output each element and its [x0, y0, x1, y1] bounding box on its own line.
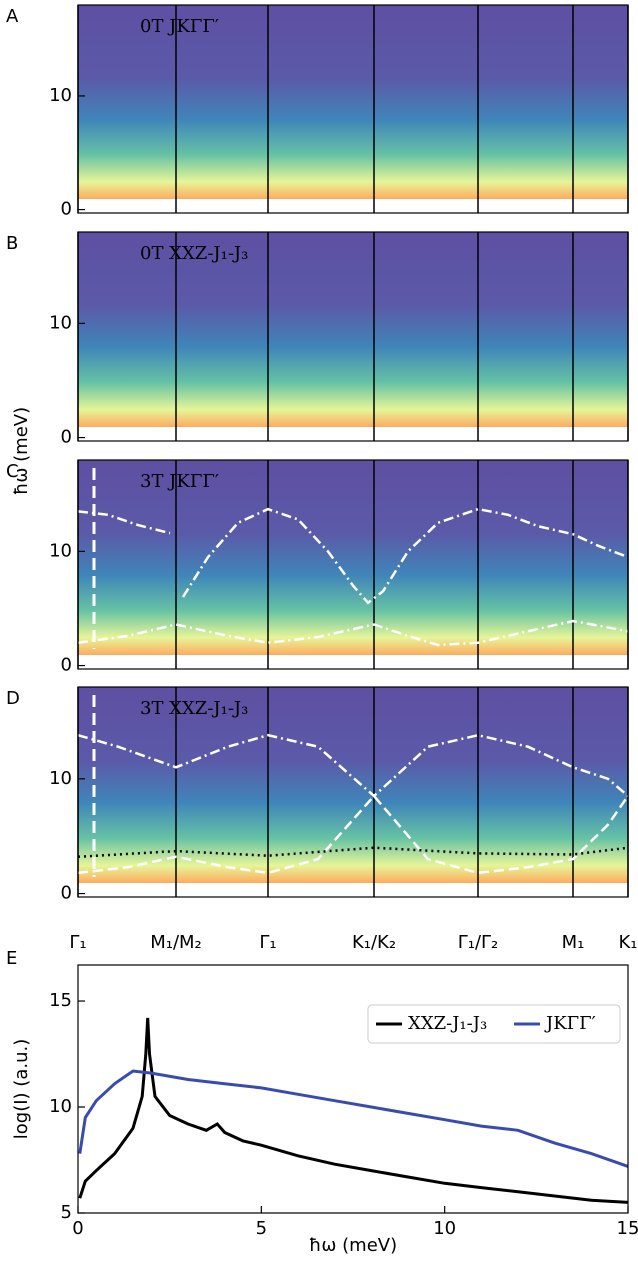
x-tick-label: 15: [617, 1218, 638, 1239]
dispersion-line: [77, 794, 630, 875]
y-axis-label: ħω (meV): [11, 407, 32, 495]
legend-label: XXZ-J₁-J₃: [408, 1013, 487, 1034]
y-tick-label: 15: [49, 990, 72, 1011]
y-tick-label: 0: [61, 427, 72, 448]
heatmap: [78, 687, 628, 897]
x-axis-label: ħω (meV): [309, 1235, 397, 1256]
dispersion-line: [77, 619, 629, 647]
x-tick-label: K₁: [618, 932, 637, 953]
frame: [77, 964, 629, 1214]
x-tick-label: Γ₁: [259, 932, 276, 953]
x-tick-label: M₁/M₂: [150, 932, 202, 953]
panel-label: D: [6, 688, 20, 709]
y-tick-label: 0: [61, 883, 72, 904]
legend-label: JKΓΓ′: [544, 1013, 596, 1034]
series-line: [78, 1017, 629, 1204]
panel-title: 3T XXZ-J₁-J₃: [140, 698, 248, 719]
blank-strip: [78, 883, 628, 897]
frame: [77, 4, 629, 214]
dispersion-line: [77, 507, 629, 605]
frame: [77, 459, 629, 670]
panel-title: 3T JKΓΓ′: [140, 471, 219, 492]
blank-strip: [78, 655, 628, 669]
panel-label: A: [6, 6, 19, 27]
panel-title: 0T JKΓΓ′: [140, 16, 219, 37]
panel-label: C: [6, 461, 19, 482]
heatmap: [78, 5, 628, 213]
panel-title: 0T XXZ-J₁-J₃: [140, 243, 248, 264]
x-tick-label: Γ₁: [69, 932, 86, 953]
x-tick-label: Γ₁/Γ₂: [458, 932, 499, 953]
y-tick-label: 10: [49, 540, 72, 561]
frame: [77, 231, 629, 442]
y-tick-label: 10: [49, 312, 72, 333]
y-tick-label: 10: [49, 768, 72, 789]
heatmap: [78, 460, 628, 669]
y-tick-label: 0: [61, 199, 72, 220]
blank-strip: [78, 199, 628, 213]
x-tick-label: M₁: [562, 932, 585, 953]
y-tick-label: 10: [49, 1096, 72, 1117]
dispersion-line: [77, 733, 629, 798]
y-axis-label: log(I) (a.u.): [11, 1039, 32, 1139]
x-tick-label: 0: [72, 1218, 83, 1239]
y-tick-label: 5: [61, 1202, 72, 1223]
y-tick-label: 10: [49, 85, 72, 106]
heatmap: [78, 232, 628, 441]
x-tick-label: 5: [256, 1218, 267, 1239]
x-tick-label: K₁/K₂: [352, 932, 396, 953]
panel-label: B: [6, 233, 18, 254]
y-tick-label: 0: [61, 655, 72, 676]
frame: [77, 686, 629, 898]
legend-box: [367, 1004, 621, 1044]
blank-strip: [78, 427, 628, 441]
x-tick-label: 10: [433, 1218, 456, 1239]
panel-label: E: [6, 948, 17, 969]
series-line: [78, 1069, 629, 1168]
